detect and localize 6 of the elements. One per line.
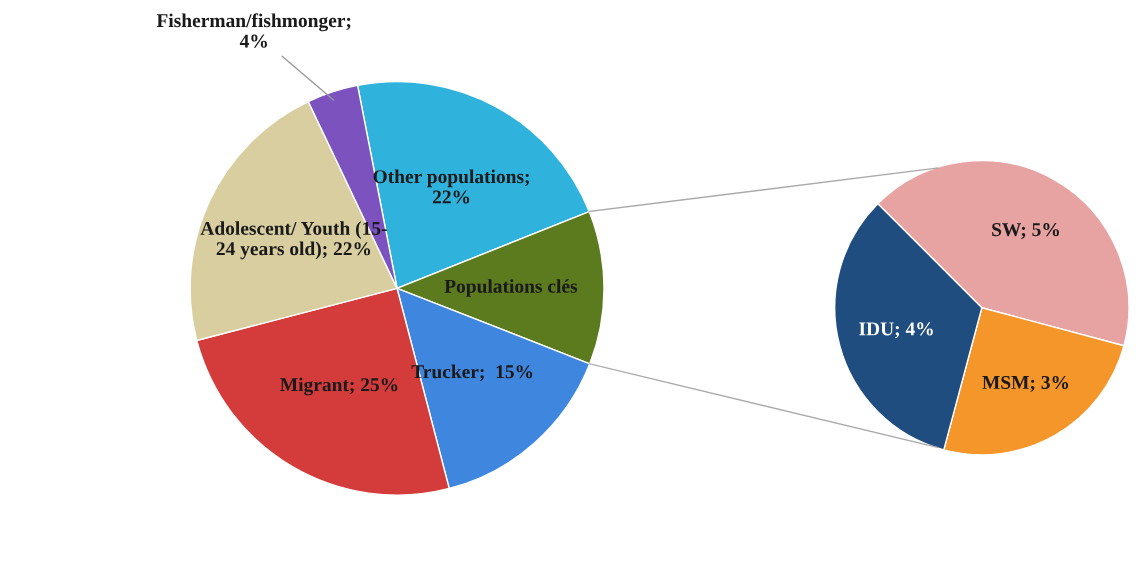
slice-label: MSM; 3% (982, 375, 1069, 392)
slice-label: Migrant; 25% (280, 377, 398, 396)
slice-label: SW; 5% (992, 223, 1059, 239)
slice-label: IDU; 4% (859, 322, 933, 339)
slice-label: Fisherman/fishmonger; 4% (156, 13, 351, 48)
slice-label: Populations clés (444, 279, 578, 297)
